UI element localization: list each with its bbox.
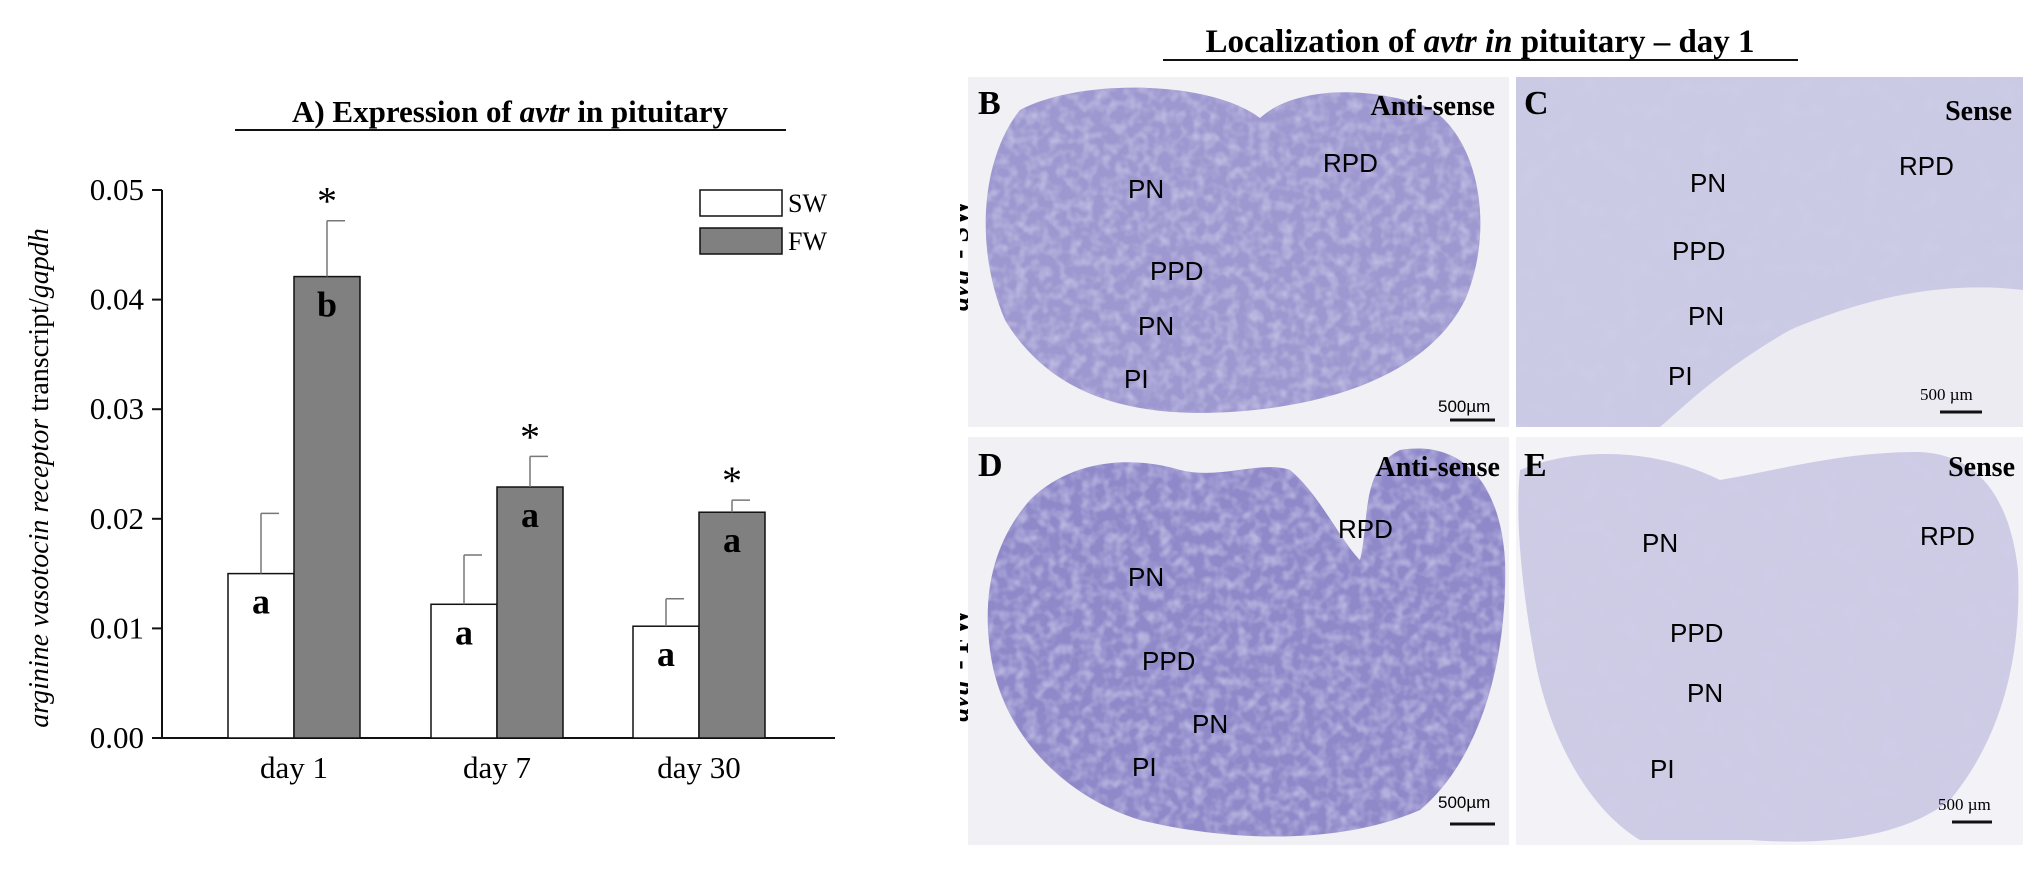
- panel-b-texture: [985, 87, 1481, 413]
- panel-d-label-3: PPD: [1142, 646, 1195, 676]
- panel-c: C Sense PN RPD PPD PN PI 500 µm: [1516, 77, 2023, 427]
- micrograph-title: Localization of avtr in pituitary – day …: [1205, 24, 1754, 60]
- y-tick-label: 0.05: [90, 172, 144, 207]
- panel-d-texture: [987, 448, 1506, 837]
- y-axis-label: arginine vasotocin receptor transcript/g…: [24, 228, 55, 728]
- panel-b-probe-label: Anti-sense: [1371, 91, 1495, 122]
- panel-c-label-4: PN: [1688, 301, 1724, 331]
- panel-d-probe-label: Anti-sense: [1376, 452, 1500, 483]
- panel-d-label-5: PI: [1132, 752, 1157, 782]
- panel-e-label-3: PPD: [1670, 618, 1723, 648]
- panel-c-label-5: PI: [1668, 361, 1693, 391]
- significance-letter: a: [521, 495, 539, 535]
- y-tick-label: 0.04: [90, 282, 145, 317]
- panel-gutter-vertical: [1509, 77, 1516, 845]
- panel-c-texture: [1516, 77, 2023, 427]
- panel-e: E Sense PN RPD PPD PN PI 500 µm: [1516, 437, 2023, 845]
- bar-fw: [293, 275, 361, 739]
- significance-star: *: [520, 414, 540, 459]
- panel-b: B Anti-sense PN RPD PPD PN PI 500µm: [968, 77, 1509, 427]
- panel-c-label-3: PPD: [1672, 236, 1725, 266]
- significance-letter: a: [657, 634, 675, 674]
- legend-swatch-fw: [699, 227, 783, 255]
- panel-d-label-4: PN: [1192, 709, 1228, 739]
- panel-e-label-1: PN: [1642, 528, 1678, 558]
- y-tick-label: 0.00: [90, 720, 144, 755]
- x-tick-label: day 7: [463, 750, 531, 785]
- panel-e-label-2: RPD: [1920, 521, 1975, 551]
- bars: a b * a a * a a *: [227, 179, 766, 739]
- y-tick-label: 0.01: [90, 610, 144, 645]
- panel-e-letter: E: [1524, 447, 1547, 484]
- panel-d: D Anti-sense PN RPD PPD PN PI 500µm: [968, 437, 1509, 845]
- panel-c-label-1: PN: [1690, 168, 1726, 198]
- panel-b-label-1: PN: [1128, 174, 1164, 204]
- panel-b-letter: B: [978, 85, 1001, 122]
- legend-swatch-sw: [699, 189, 783, 217]
- panel-e-label-5: PI: [1650, 754, 1675, 784]
- panel-b-label-5: PI: [1124, 364, 1149, 394]
- panel-e-probe-label: Sense: [1948, 452, 2015, 483]
- legend: SW FW: [699, 189, 827, 256]
- bar-chart: A) Expression of avtr in pituitary argin…: [24, 94, 835, 785]
- panel-e-texture: [1518, 452, 2019, 842]
- bar-fw: [496, 486, 564, 739]
- panel-d-label-2: RPD: [1338, 514, 1393, 544]
- significance-star: *: [722, 458, 742, 503]
- panel-d-label-1: PN: [1128, 562, 1164, 592]
- panel-c-scale-label: 500 µm: [1920, 385, 1973, 404]
- panel-d-scale-label: 500µm: [1438, 793, 1490, 812]
- micrograph-figure: Localization of avtr in pituitary – day …: [960, 24, 2023, 845]
- y-tick-label: 0.02: [90, 501, 144, 536]
- panel-e-scale-label: 500 µm: [1938, 795, 1991, 814]
- panel-b-scale-label: 500µm: [1438, 397, 1490, 416]
- panel-c-probe-label: Sense: [1945, 96, 2012, 127]
- legend-label-fw: FW: [788, 227, 827, 256]
- y-tick-label: 0.03: [90, 391, 144, 426]
- panel-b-label-3: PPD: [1150, 256, 1203, 286]
- bar-sw: [430, 603, 498, 739]
- x-ticks: day 1 day 7 day 30: [260, 750, 741, 785]
- panel-c-label-2: RPD: [1899, 151, 1954, 181]
- x-tick-label: day 30: [657, 750, 741, 785]
- chart-title: A) Expression of avtr in pituitary: [292, 94, 729, 129]
- panel-c-letter: C: [1524, 85, 1549, 122]
- panel-b-label-4: PN: [1138, 311, 1174, 341]
- significance-letter: a: [455, 612, 473, 652]
- significance-star: *: [317, 179, 337, 224]
- significance-letter: a: [252, 582, 270, 622]
- panel-gutter-horizontal: [968, 427, 2023, 437]
- significance-letter: a: [723, 520, 741, 560]
- bar-fw: [698, 511, 766, 739]
- y-ticks: 0.00 0.01 0.02 0.03 0.04 0.05: [90, 172, 162, 755]
- panel-d-letter: D: [978, 447, 1003, 484]
- significance-letter: b: [317, 285, 337, 325]
- panel-b-label-2: RPD: [1323, 148, 1378, 178]
- x-tick-label: day 1: [260, 750, 328, 785]
- panel-e-label-4: PN: [1687, 678, 1723, 708]
- legend-label-sw: SW: [788, 189, 827, 218]
